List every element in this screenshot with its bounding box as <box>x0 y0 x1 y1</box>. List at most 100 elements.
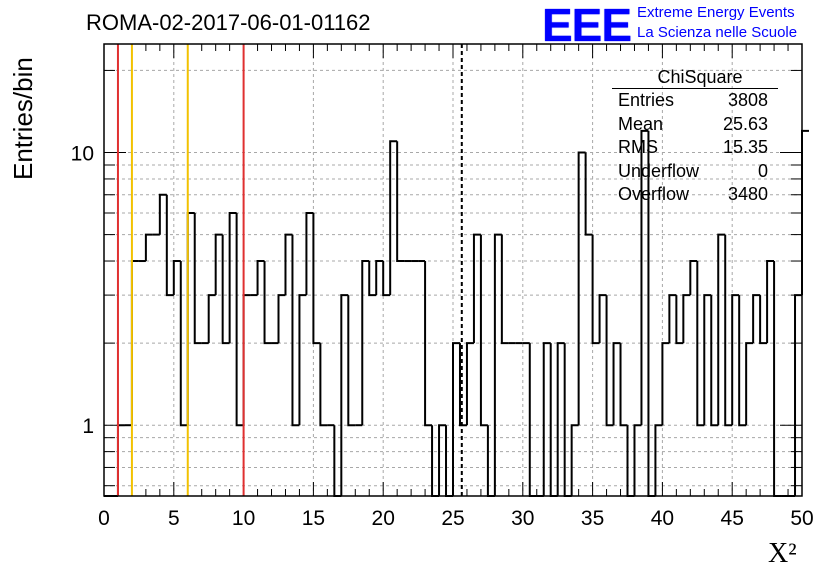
x-tick-label: 20 <box>372 507 395 530</box>
histogram-bin <box>458 343 467 427</box>
histogram-bin <box>235 213 244 427</box>
histogram-bin <box>347 295 356 427</box>
histogram-bin <box>661 342 670 426</box>
x-tick-label: 30 <box>511 507 534 530</box>
plot-frame <box>103 43 803 497</box>
histogram-bin <box>696 261 705 427</box>
histogram-bin <box>319 343 328 427</box>
histogram-bin <box>284 233 293 296</box>
x-tick-label: 35 <box>581 507 604 530</box>
histogram-bin <box>528 343 537 497</box>
histogram-bin <box>563 343 572 497</box>
histogram-bin <box>256 260 265 296</box>
histogram-bin <box>493 233 502 496</box>
histogram-bin <box>773 261 782 497</box>
stats-value: 15.35 <box>722 137 768 157</box>
histogram-bin <box>759 295 768 345</box>
histogram-bin <box>305 212 314 296</box>
run-title: ROMA-02-2017-06-01-01162 <box>86 10 371 35</box>
histogram-bin <box>549 343 558 497</box>
histogram-bin <box>500 234 509 345</box>
histogram-bin <box>801 129 809 296</box>
eee-logo: EEE Extreme Energy Events La Scienza nel… <box>542 0 834 51</box>
histogram-bin <box>242 294 251 426</box>
stats-row-rms: RMS 15.35 <box>612 136 778 160</box>
x-tick-label: 25 <box>441 507 464 530</box>
histogram-bin <box>703 294 712 426</box>
x-tick-label: 40 <box>651 507 674 530</box>
histogram-bin <box>179 261 188 427</box>
histogram-bin <box>717 233 726 426</box>
histogram-bin <box>710 295 719 427</box>
histogram-bin <box>619 343 628 427</box>
stats-title: ChiSquare <box>612 66 778 89</box>
histogram-bin <box>158 193 167 235</box>
histogram-bin <box>228 212 237 344</box>
histogram-bin <box>633 424 642 496</box>
x-tick-labels: 0 5 10 15 20 25 30 35 40 45 50 <box>98 507 814 530</box>
y-axis-label: Entries/bin <box>8 57 38 180</box>
histogram-bin <box>612 342 621 426</box>
histogram-bin <box>291 234 300 427</box>
stats-value: 0 <box>757 160 768 181</box>
histogram-bin <box>172 260 181 296</box>
histogram-bin <box>368 261 377 297</box>
histogram-bin <box>452 342 460 496</box>
histogram-bin <box>424 261 433 427</box>
histogram-bin <box>738 295 747 427</box>
histogram-bin <box>389 140 398 296</box>
stats-row-overflow: Overflow 3480 <box>612 183 778 207</box>
histogram-bin <box>752 294 761 344</box>
histogram-bin <box>675 295 684 345</box>
stats-value: 3808 <box>727 90 768 110</box>
x-tick-label: 45 <box>721 507 744 530</box>
stats-label: RMS <box>618 137 658 157</box>
histogram-bin <box>193 213 202 345</box>
stats-box: ChiSquare Entries 3808 Mean 25.63 RMS 15… <box>612 66 778 207</box>
histogram-bin <box>479 234 488 427</box>
y-tick-labels: 1 10 <box>71 143 94 439</box>
logo-subtitle-2: La Scienza nelle Scuole <box>637 24 798 41</box>
histogram-bin <box>654 424 663 496</box>
histogram-bin <box>312 213 321 345</box>
logo-subtitle-1: Extreme Energy Events <box>637 4 795 21</box>
y-tick-label: 1 <box>82 415 94 438</box>
histogram-bin <box>396 141 405 263</box>
histogram-bin <box>598 294 607 344</box>
histogram-bin <box>577 151 586 426</box>
histogram-bin <box>221 234 230 345</box>
histogram-bin <box>766 260 775 344</box>
histogram-bin <box>144 233 153 262</box>
histogram-bin <box>186 212 195 426</box>
eee-logo-mark: EEE <box>542 0 632 51</box>
histogram-bin <box>438 424 447 496</box>
x-tick-label: 0 <box>98 507 110 530</box>
x-tick-label: 50 <box>790 507 813 530</box>
stats-value: 25.63 <box>722 113 768 134</box>
histogram-bin <box>465 342 474 426</box>
histogram-bin <box>340 294 349 496</box>
stats-label: Mean <box>618 113 664 134</box>
stats-row-entries: Entries 3808 <box>612 89 778 113</box>
x-tick-label: 15 <box>302 507 325 530</box>
histogram-bin <box>745 342 754 426</box>
histogram-bin <box>584 152 593 236</box>
histogram-bin <box>263 261 272 345</box>
histogram-bin <box>794 294 802 496</box>
histogram-bin <box>165 194 174 297</box>
histogram-bin <box>542 342 551 496</box>
x-tick-label: 5 <box>168 507 180 530</box>
histogram-bin <box>277 294 286 344</box>
histogram-bin <box>591 234 600 345</box>
reference-lines <box>116 44 463 496</box>
stats-label: Underflow <box>618 160 700 181</box>
histogram-bin <box>605 295 614 427</box>
histogram-bin <box>668 294 677 344</box>
y-tick-label: 10 <box>71 143 94 166</box>
histogram-bin <box>214 233 223 296</box>
histogram-bin <box>207 294 216 344</box>
histogram-bin <box>570 424 579 496</box>
histogram-bin <box>556 342 565 496</box>
histogram-bin <box>731 294 740 426</box>
histogram-bin <box>724 234 733 427</box>
